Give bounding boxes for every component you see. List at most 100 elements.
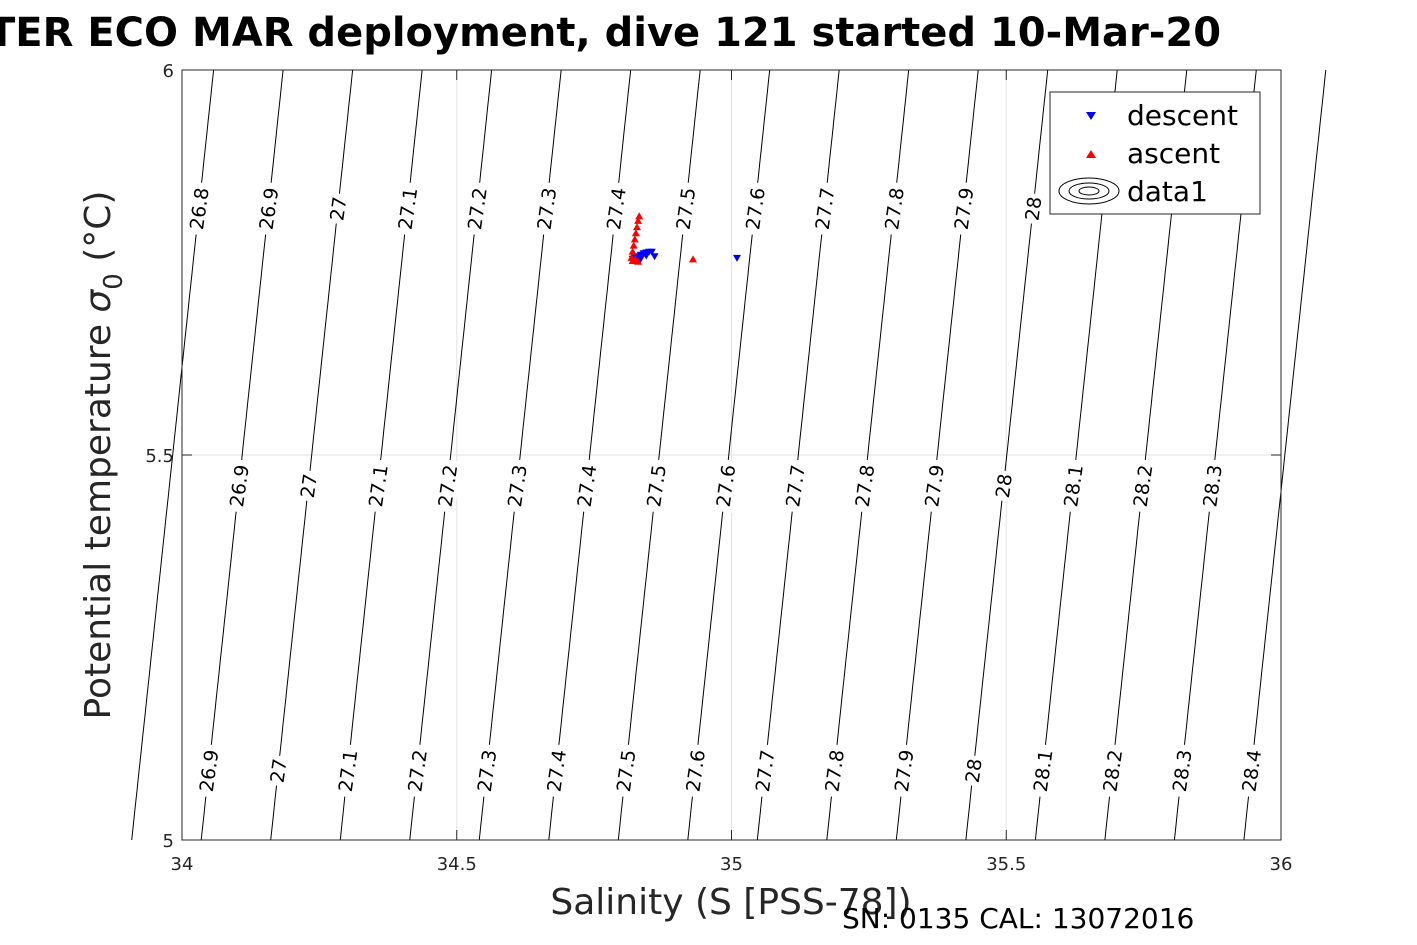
contour-label-gap [194,743,224,798]
contour-label-gap [879,181,909,236]
contour-label-gap [710,458,741,514]
contour-label-gap [224,458,254,514]
ascent-point [629,241,638,249]
serial-calibration-footer: SN: 0135 CAL: 13072016 [842,902,1194,935]
contour-label-group: 26.8 [184,181,214,236]
y-tick-label: 5 [163,831,174,852]
contour-label-group: 27.6 [680,743,710,798]
contour-label: 28 [1021,195,1046,222]
x-tick-label: 34.5 [437,854,477,875]
chart-title: TER ECO MAR deployment, dive 121 started… [0,10,1221,56]
contour-label-gap [1167,743,1197,798]
y-axis-label-subscript: 0 [99,273,129,290]
contour-label-gap [1020,192,1046,225]
ascent-point [628,247,637,255]
contour-label-gap [960,754,987,788]
ascent-point [633,223,641,231]
contour-label-group: 26.9 [194,743,224,798]
data-points [627,212,741,265]
contour-label-gap [1127,458,1158,514]
contour-label-group: 26.9 [224,458,254,514]
y-tick-label: 6 [163,61,174,82]
contour-label-gap [1058,458,1088,514]
y-axis-label: Potential temperature σ0 (°C) [78,191,129,720]
contour-label-gap [265,754,292,788]
contour-label-gap [680,743,710,798]
contour-label-gap [1236,743,1266,798]
ascent-point [630,235,639,243]
legend-descent-label: descent [1127,99,1238,132]
legend: descent ascent data1 [1049,91,1261,215]
contour-label-group: 28 [960,754,987,788]
grid [182,70,1281,840]
contour-label-group: 27.9 [948,181,979,236]
contour-label-group: 27.5 [611,743,641,798]
contour-label-group: 27.8 [849,458,879,514]
contour-line-28.4 [1243,69,1327,841]
contour-label-gap [253,181,283,236]
ascent-point [635,212,644,220]
contour-label-group: 27.8 [879,181,909,236]
contour-label: 27 [326,195,351,222]
x-tick-label: 35.5 [986,854,1026,875]
x-tick-label: 35 [720,854,743,875]
x-axis-label: Salinity (S [PSS-78]) [550,882,911,923]
contour-label-gap [601,181,631,236]
contour-label-group: 28.4 [1236,743,1266,798]
descent-point [647,248,656,256]
contour-label-group: 28 [990,469,1017,503]
descent-point [642,252,651,260]
legend-data1-label: data1 [1127,175,1208,208]
contour-label-gap [363,458,393,514]
legend-descent-marker [1086,112,1096,120]
ascent-point [634,216,643,224]
contour-label-gap [819,743,849,798]
y-tick-label: 5.5 [145,446,174,467]
contour-label-gap [919,458,949,514]
contour-label-gap [295,469,322,503]
contour-label-gap [670,181,700,236]
contour-label-gap [1197,458,1227,514]
contour-label-group: 27.6 [710,458,741,514]
contour-label-gap [472,743,502,798]
contour-label-gap [780,458,810,514]
contour-label-gap [740,181,770,236]
y-axis-label-main: Potential temperature [78,313,119,720]
contour-label-group: 27.6 [740,181,770,236]
contour-label-gap [990,469,1017,503]
contour-label-group: 27.1 [392,181,422,236]
contour-label-gap [948,181,979,236]
descent-point [733,254,741,262]
contour-label-group: 27 [324,192,351,225]
contour-label-gap [1097,743,1127,798]
contour-label-group: 27.1 [363,458,393,514]
contour-label-group: 27.3 [502,458,532,514]
contour-label-gap [1028,743,1058,798]
legend-contour-icon [1058,177,1120,205]
contour-label-gap [502,458,532,514]
contour-label-gap [324,192,351,225]
ascent-point [631,229,640,237]
y-axis-label-sigma: σ [78,289,119,313]
contour-label-gap [750,743,780,798]
legend-ascent-label: ascent [1127,137,1220,170]
contour-label-gap [541,743,571,798]
contour-label-group: 27.2 [462,181,492,236]
contour-label-group: 28 [1020,192,1047,225]
contour-label-group: 27 [265,754,292,788]
contour-label-gap [571,458,602,514]
contour-label-group: 27 [295,469,322,503]
contour-label: 27 [297,472,322,499]
contour-label-gap [402,743,432,798]
contour-label-gap [333,743,363,798]
descent-point [650,253,659,261]
contour-label: 28 [962,757,987,784]
contour-label-group: 27.9 [919,458,949,514]
x-tick-label: 34 [171,854,194,875]
legend-box [1049,91,1261,215]
contour-label-gap [611,743,641,798]
contour-label-group: 27.7 [809,181,839,236]
contour-label-gap [432,458,462,514]
ticks: 34 34.5 35 35.5 36 5 5.5 6 [145,61,1292,875]
